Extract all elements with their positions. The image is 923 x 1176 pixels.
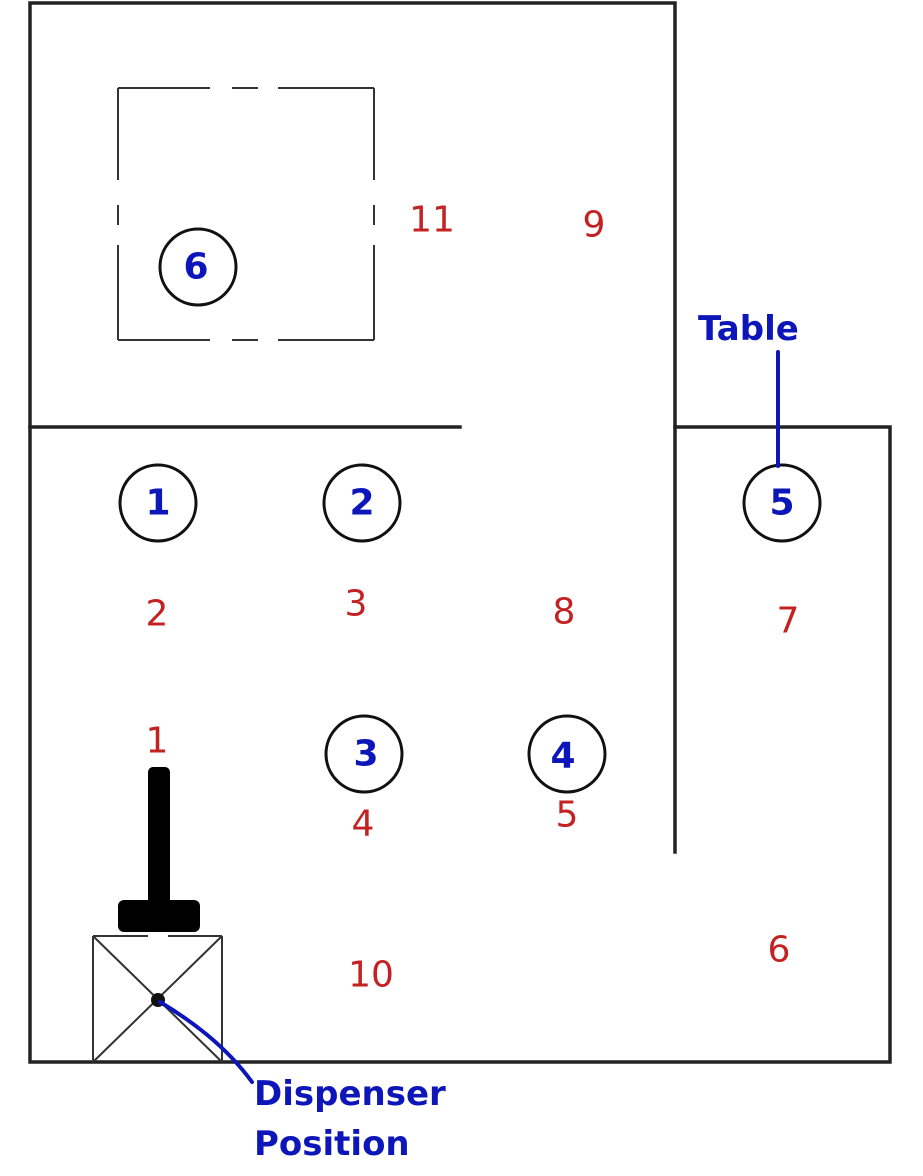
table-5-label: 5: [769, 483, 794, 524]
dispenser-annotation-line2: Position: [254, 1124, 410, 1164]
table-1-label: 1: [145, 483, 170, 524]
robot-marker: [118, 767, 200, 932]
table-annotation: Table: [698, 309, 799, 349]
table-3: 3: [324, 714, 404, 794]
table-2-label: 2: [349, 483, 374, 524]
dispenser-annotation-line1: Dispenser: [254, 1074, 446, 1114]
table-4-label: 4: [550, 736, 575, 777]
position-1: 1: [146, 721, 169, 762]
position-3: 3: [345, 584, 368, 625]
table-6: 6: [158, 227, 238, 307]
position-7: 7: [777, 601, 800, 642]
position-5: 5: [556, 795, 579, 836]
position-9: 9: [583, 205, 606, 246]
table-5: 5: [742, 463, 822, 543]
position-8: 8: [553, 592, 576, 633]
table-4: 4: [527, 714, 607, 794]
table-3-label: 3: [353, 734, 378, 775]
position-2: 2: [146, 594, 169, 635]
dashed-room: [117, 87, 375, 341]
position-6: 6: [768, 930, 791, 971]
table-2: 2: [322, 463, 402, 543]
position-11: 11: [409, 200, 455, 241]
position-4: 4: [352, 804, 375, 845]
table-6-label: 6: [183, 247, 208, 288]
table-1: 1: [118, 463, 198, 543]
dispenser-annotation-line: [158, 1000, 254, 1084]
position-10: 10: [348, 955, 394, 996]
